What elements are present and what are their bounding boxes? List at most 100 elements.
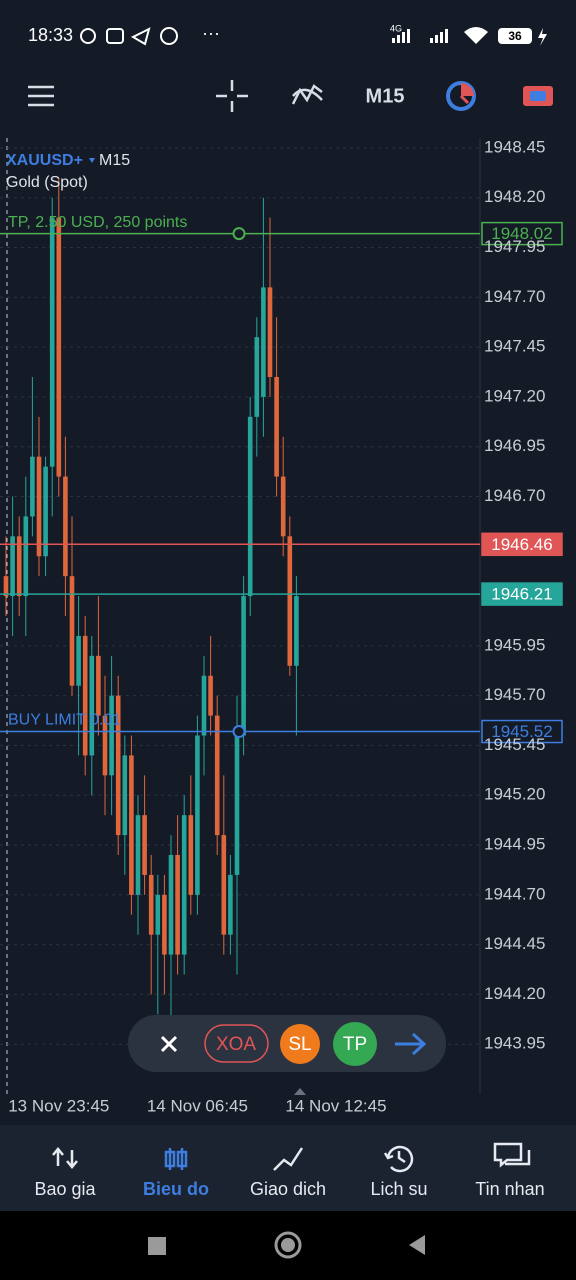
candle-body [16, 536, 22, 597]
candle-body [129, 755, 134, 895]
nav-icon[interactable] [273, 1147, 304, 1171]
nav-icon[interactable] [164, 1148, 188, 1170]
candle-body [168, 855, 174, 955]
candle-body [109, 695, 114, 776]
y-tick-label: 1947.45 [484, 337, 545, 356]
candle-body [3, 576, 9, 597]
nav-icon[interactable] [493, 1142, 531, 1168]
sl-button[interactable] [280, 1024, 320, 1064]
candle-body [23, 516, 29, 597]
sl-label[interactable]: SL [288, 1034, 311, 1055]
symbol-description: Gold (Spot) [6, 174, 88, 191]
price-tag-label: 1946.46 [491, 535, 552, 554]
y-tick-label: 1944.70 [484, 884, 545, 903]
candle-body [188, 815, 194, 895]
timeframe-button[interactable]: M15 [366, 85, 405, 107]
tp-label[interactable]: TP [343, 1034, 367, 1055]
y-tick-label: 1946.95 [484, 436, 545, 455]
symbol-dropdown[interactable] [89, 158, 95, 163]
y-tick-label: 1946.70 [484, 486, 545, 505]
candle-body [69, 576, 75, 686]
candle-body [49, 217, 55, 467]
candle-body [267, 287, 273, 377]
price-tag-label: 1948.02 [491, 224, 552, 243]
candle-body [254, 337, 260, 417]
candle-body [102, 715, 108, 776]
clock-button[interactable] [446, 81, 476, 111]
price-tag [481, 221, 563, 246]
candle-body [241, 596, 246, 736]
bottom-nav [0, 1125, 576, 1211]
battery-level: 36 [508, 29, 522, 43]
price-tag [481, 532, 563, 557]
y-tick-label: 1947.70 [484, 287, 545, 306]
y-tick-label: 1944.20 [484, 984, 545, 1003]
y-tick-label: 1945.45 [484, 735, 545, 754]
candle-body [280, 476, 286, 537]
tp-button[interactable] [333, 1022, 377, 1066]
candle-body [247, 416, 253, 597]
symbol[interactable]: XAUUSD+ [6, 152, 83, 169]
nav-label[interactable]: Lich su [370, 1179, 427, 1199]
nav-label[interactable]: Bao gia [34, 1179, 96, 1199]
candle-body [287, 536, 293, 666]
candle-body [162, 894, 167, 955]
nav-label[interactable]: Giao dich [250, 1179, 326, 1199]
y-tick-label: 1947.20 [484, 386, 545, 405]
signal [392, 27, 488, 44]
candle-body [63, 476, 68, 577]
delete-label[interactable]: XOA [216, 1034, 256, 1055]
candle-body [214, 715, 220, 836]
candle-body [96, 655, 101, 716]
candle-body [82, 635, 88, 756]
candle-body [208, 675, 213, 716]
price-tag [481, 719, 563, 744]
trade-button[interactable] [523, 86, 553, 106]
clock: 18:33 [28, 25, 73, 45]
nav-icon[interactable] [52, 1147, 78, 1169]
chart-timeframe: M15 [99, 152, 130, 169]
delete-button[interactable] [204, 1024, 269, 1063]
candle-body [115, 695, 121, 836]
nav-items: Bao gia Bieu do Giao dich Lich su Tin nhan [34, 1142, 545, 1199]
candle-body [10, 536, 15, 597]
price-line-label: BUY LIMIT 0.01 [8, 712, 121, 729]
candle-body [195, 735, 200, 895]
next-button[interactable] [395, 1032, 427, 1056]
candle-body [294, 596, 299, 666]
candle-body [30, 456, 35, 517]
candle-body [234, 735, 240, 875]
home-dot [281, 1238, 295, 1252]
home-button[interactable] [274, 1231, 302, 1259]
network: 4G [390, 23, 402, 33]
candle-body [76, 635, 81, 686]
crosshair-button[interactable] [216, 80, 248, 112]
x-tick-label: 14 Nov 12:45 [285, 1096, 386, 1115]
charging [538, 28, 547, 46]
candle-body [261, 287, 266, 397]
candle-body [148, 874, 154, 935]
price-line-handle[interactable] [232, 227, 246, 241]
menu-button[interactable] [28, 85, 54, 107]
y-tick-label: 1945.95 [484, 635, 545, 654]
scroll-marker [294, 1088, 306, 1095]
close-button[interactable] [160, 1035, 178, 1053]
candle-body [221, 835, 227, 935]
price-line-handle[interactable] [232, 725, 246, 739]
chart: 1948.02 TP, 2.50 USD, 250 points 1946.46 19… [0, 138, 563, 1094]
y-tick-label: 1948.20 [484, 187, 545, 206]
nav-label[interactable]: Bieu do [143, 1179, 209, 1199]
candle-body [36, 456, 42, 557]
nav-icon[interactable] [383, 1145, 414, 1173]
price-tag [481, 582, 563, 606]
battery [498, 28, 532, 44]
y-tick-label: 1947.95 [484, 237, 545, 256]
indicator-button[interactable] [291, 84, 323, 105]
recents-button[interactable] [148, 1237, 166, 1255]
nav-label[interactable]: Tin nhan [475, 1179, 544, 1199]
back-button[interactable] [409, 1235, 425, 1255]
candle-body [228, 874, 233, 935]
y-tick-label: 1944.95 [484, 835, 545, 854]
